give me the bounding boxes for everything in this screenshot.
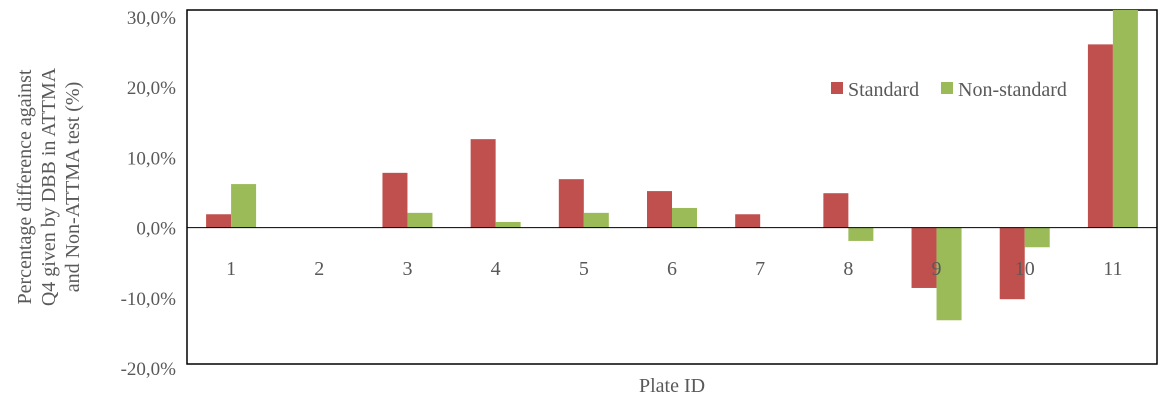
x-category-label: 7: [755, 258, 765, 280]
x-axis-title: Plate ID: [639, 375, 705, 397]
bars: [206, 9, 1138, 321]
plot-area-frame: [186, 9, 1158, 365]
bar-standard-plate-8: [823, 193, 849, 228]
bar-non-standard-plate-9: [936, 227, 962, 321]
bar-standard-plate-1: [206, 214, 232, 228]
bar-standard-plate-5: [558, 179, 584, 228]
bar-standard-plate-11: [1087, 44, 1113, 228]
x-category-label: 9: [932, 258, 942, 280]
bar-non-standard-plate-5: [583, 212, 609, 228]
bar-standard-plate-4: [470, 139, 496, 228]
y-tick-label: 30,0%: [127, 8, 176, 29]
bar-non-standard-plate-8: [848, 227, 874, 241]
x-category-label: 10: [1015, 258, 1035, 280]
legend-swatch-standard: [831, 82, 843, 94]
y-tick-label: -20,0%: [121, 359, 177, 380]
y-tick-label: 0,0%: [136, 219, 176, 240]
y-axis-title-line-3: and Non-ATTMA test (%): [62, 82, 84, 293]
y-tick-label: -10,0%: [121, 289, 177, 310]
bar-non-standard-plate-6: [672, 207, 697, 228]
bar-non-standard-plate-10: [1024, 227, 1050, 248]
bar-non-standard-plate-4: [495, 221, 521, 228]
x-axis-category-labels: 1 2 3 4 5 6 7 8 9 10 11: [226, 258, 1122, 280]
x-category-label: 11: [1103, 258, 1122, 280]
legend-label-standard: Standard: [848, 79, 919, 101]
y-axis-title-line-1: Percentage difference against: [14, 69, 36, 305]
y-axis-ticks: -20,0% -10,0% 0,0% 10,0% 20,0% 30,0%: [121, 8, 177, 380]
x-category-label: 4: [491, 258, 501, 280]
bar-standard-plate-10: [999, 227, 1025, 300]
legend-label-non-standard: Non-standard: [958, 79, 1067, 101]
x-category-label: 5: [579, 258, 589, 280]
y-tick-label: 10,0%: [127, 148, 176, 169]
x-category-label: 2: [314, 258, 324, 280]
bar-non-standard-plate-1: [231, 184, 257, 228]
bar-non-standard-plate-11: [1112, 9, 1138, 228]
x-category-label: 8: [843, 258, 853, 280]
bar-non-standard-plate-3: [407, 212, 433, 228]
x-category-label: 1: [226, 258, 236, 280]
y-axis-title-line-2: Q4 given by DBB in ATTMA: [38, 67, 60, 306]
bar-standard-plate-7: [735, 214, 761, 228]
y-tick-label: 20,0%: [127, 78, 176, 99]
x-category-label: 3: [402, 258, 412, 280]
bar-standard-plate-3: [382, 172, 408, 228]
legend-swatch-non-standard: [941, 82, 953, 94]
y-axis-title: Percentage difference against Q4 given b…: [14, 67, 84, 306]
bar-standard-plate-6: [647, 191, 672, 228]
bar-standard-plate-9: [911, 227, 937, 288]
x-category-label: 6: [667, 258, 677, 280]
legend: Standard Non-standard: [831, 79, 1067, 101]
